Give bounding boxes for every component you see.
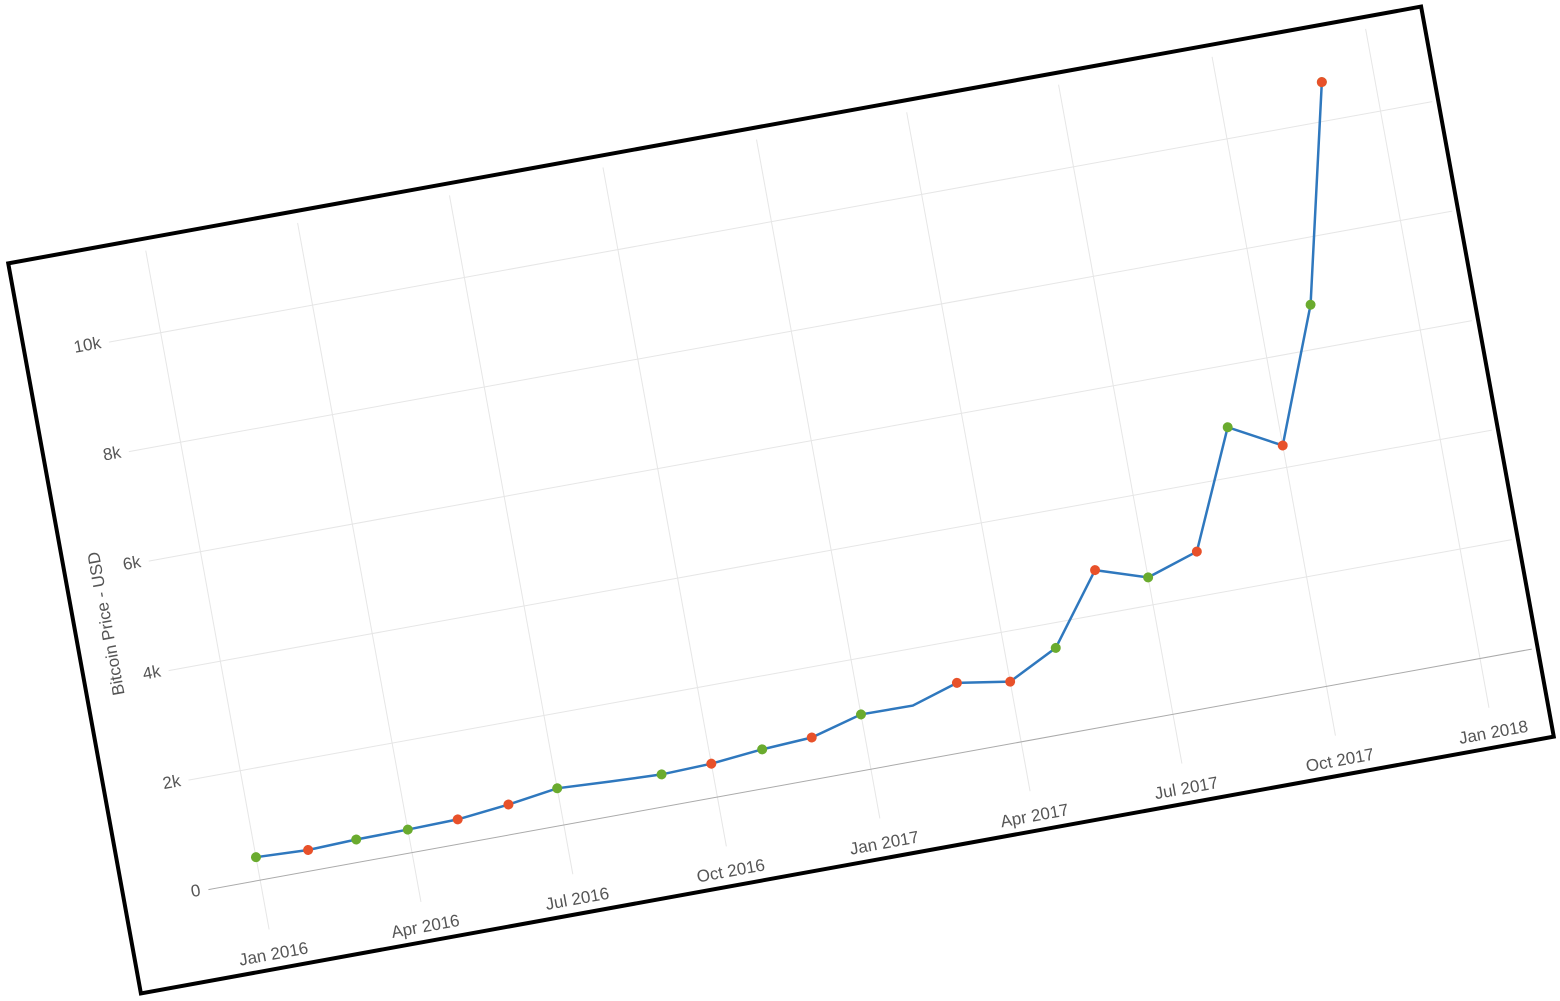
- x-tick-label: Jan 2016: [237, 938, 309, 969]
- grid-line: [1058, 84, 1183, 764]
- y-tick-label: 4k: [141, 662, 163, 684]
- grid-line: [602, 167, 727, 847]
- event-marker: [1090, 565, 1101, 576]
- chart-frame: Bitcoin Price - USD Jan 2016 Apr 2016 Jul …: [5, 4, 1557, 996]
- chart: Bitcoin Price - USD Jan 2016 Apr 2016 Jul …: [72, 28, 1532, 970]
- event-marker: [1277, 440, 1288, 451]
- event-marker: [351, 834, 362, 845]
- event-marker: [855, 709, 866, 720]
- event-marker: [250, 852, 261, 863]
- grid-line: [168, 429, 1493, 672]
- y-axis-title: Bitcoin Price - USD: [84, 550, 129, 697]
- x-tick-label: Jan 2017: [848, 827, 920, 858]
- event-marker: [757, 744, 768, 755]
- grid-line: [756, 139, 881, 819]
- event-marker: [1143, 572, 1154, 583]
- x-tick-label: Oct 2016: [695, 855, 766, 886]
- event-marker: [1005, 676, 1016, 687]
- y-tick-label: 2k: [161, 771, 183, 793]
- x-tick-label: Apr 2016: [390, 911, 461, 942]
- event-marker: [1050, 642, 1061, 653]
- price-line: [255, 82, 1324, 859]
- event-marker: [1305, 299, 1316, 310]
- grid-line: [208, 648, 1532, 891]
- x-tick-label: Apr 2017: [999, 800, 1070, 831]
- y-tick-label: 10k: [72, 333, 103, 357]
- x-tick-label: Jul 2016: [544, 884, 611, 914]
- event-marker: [706, 758, 717, 769]
- y-tick-label: 6k: [121, 552, 143, 574]
- event-marker: [806, 732, 817, 743]
- event-marker: [1222, 422, 1233, 433]
- x-tick-label: Oct 2017: [1304, 745, 1375, 776]
- grid-line: [448, 195, 574, 875]
- grid-line: [1211, 56, 1336, 736]
- grid-line: [128, 210, 1453, 453]
- event-marker: [552, 783, 563, 794]
- grid-line: [297, 222, 422, 902]
- grid-line: [148, 320, 1473, 562]
- grid-line: [108, 101, 1433, 343]
- grid-line: [1365, 28, 1490, 708]
- x-tick-label: Jul 2017: [1153, 773, 1220, 803]
- event-marker: [1191, 546, 1202, 557]
- y-tick-label: 8k: [101, 443, 123, 465]
- grid-line: [906, 112, 1031, 792]
- event-marker: [656, 769, 667, 780]
- event-marker: [452, 814, 463, 825]
- x-tick-label: Jan 2018: [1457, 717, 1529, 748]
- event-marker: [303, 844, 314, 855]
- event-marker: [402, 824, 413, 835]
- event-marker: [503, 799, 514, 810]
- grid-line: [188, 539, 1512, 781]
- grid-line: [145, 250, 270, 930]
- event-marker: [951, 677, 962, 688]
- event-marker: [1316, 77, 1327, 88]
- y-tick-label: 0: [189, 881, 202, 901]
